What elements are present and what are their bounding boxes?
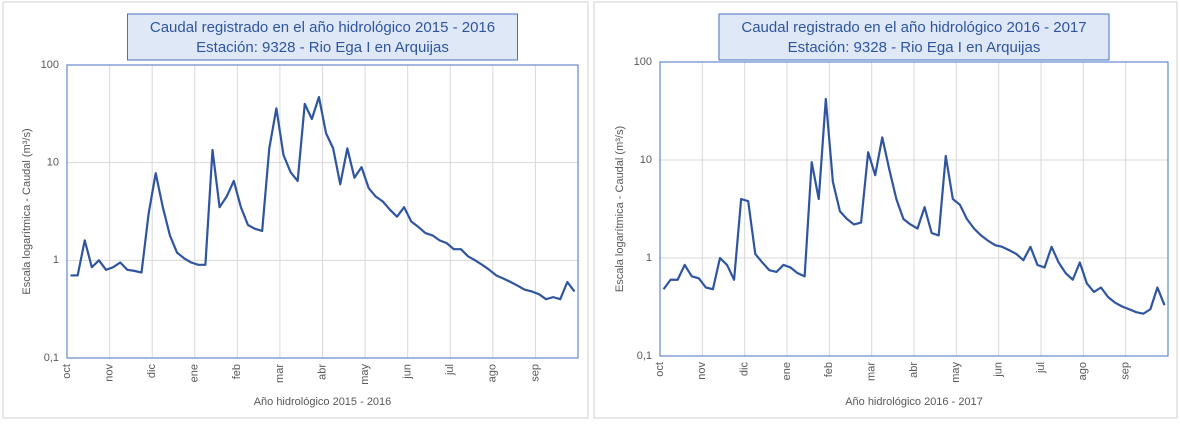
x-tick-label: dic (739, 362, 751, 377)
y-tick-label: 1 (53, 254, 59, 266)
y-tick-label: 1 (646, 252, 652, 264)
chart-subtitle: Estación: 9328 - Rio Ega I en Arquijas (788, 39, 1041, 56)
flow-line (70, 95, 576, 301)
title-box (718, 13, 1110, 61)
x-tick-label: nov (103, 364, 115, 382)
plot-border (66, 64, 579, 359)
x-tick-label: jun (402, 364, 414, 380)
x-tick-label: may (950, 362, 962, 383)
x-tick-label: jun (993, 362, 1005, 378)
x-tick-label: oct (654, 362, 666, 377)
y-tick-label: 100 (634, 56, 652, 68)
x-tick-label: may (359, 364, 371, 385)
x-tick-label: ene (781, 362, 793, 380)
chart-title: Caudal registrado en el año hidrológico … (150, 19, 495, 36)
x-tick-label: ene (189, 364, 201, 382)
x-tick-label: ago (1077, 362, 1089, 380)
chart-title: Caudal registrado en el año hidrológico … (741, 19, 1086, 36)
y-tick-label: 100 (41, 59, 59, 71)
y-tick-label: 10 (47, 157, 59, 169)
y-tick-label: 0,1 (44, 352, 59, 364)
x-tick-label: nov (696, 362, 708, 380)
y-tick-label: 0,1 (637, 350, 652, 362)
chart-border (593, 1, 1178, 419)
x-tick-label: ago (487, 364, 499, 382)
chart-subtitle: Estación: 9328 - Rio Ega I en Arquijas (196, 39, 449, 56)
x-tick-label: sep (529, 364, 541, 382)
x-tick-label: dic (146, 364, 158, 379)
plot-border (659, 61, 1169, 357)
x-tick-label: jul (444, 364, 456, 376)
y-axis-label: Escala logarítmica - Caudal (m³/s) (614, 126, 626, 292)
x-axis-label: Año hidrológico 2015 - 2016 (254, 396, 392, 408)
x-tick-label: feb (231, 364, 243, 379)
flow-line (662, 97, 1166, 315)
x-tick-label: mar (866, 362, 878, 381)
x-tick-label: feb (823, 362, 835, 377)
y-tick-label: 10 (640, 154, 652, 166)
x-tick-label: abr (908, 362, 920, 378)
title-box (127, 13, 518, 61)
x-axis-label: Año hidrológico 2016 - 2017 (845, 396, 983, 408)
x-tick-label: oct (61, 364, 73, 379)
x-tick-label: sep (1120, 362, 1132, 380)
chart-border (2, 1, 589, 419)
x-tick-label: abr (316, 364, 328, 380)
x-tick-label: jul (1035, 362, 1047, 374)
x-tick-label: mar (274, 364, 286, 383)
y-axis-label: Escala logarítmica - Caudal (m³/s) (21, 128, 33, 294)
